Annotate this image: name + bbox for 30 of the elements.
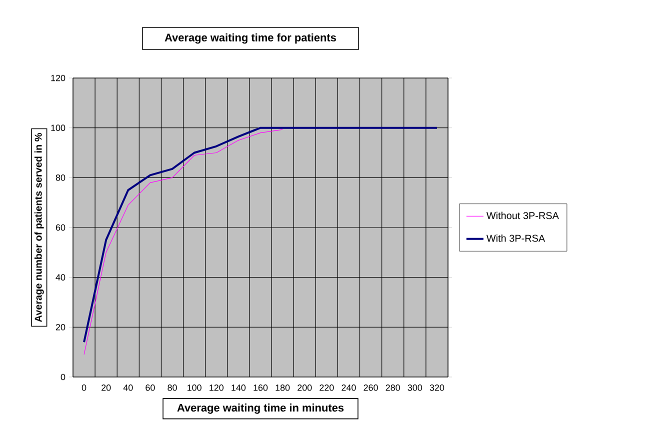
line-series <box>84 129 283 355</box>
y-tick-label: 60 <box>56 224 66 231</box>
y-axis-title: Average number of patients served in % <box>34 133 44 322</box>
legend-label: Without 3P-RSA <box>486 212 559 220</box>
chart-title: Average waiting time for patients <box>164 33 336 44</box>
y-tick-label: 40 <box>56 274 66 281</box>
x-tick-label: 240 <box>342 384 356 391</box>
x-tick-label: 220 <box>320 384 334 391</box>
x-tick-label: 320 <box>430 384 444 391</box>
y-tick-label: 0 <box>60 374 66 380</box>
x-tick-label: 80 <box>168 384 177 391</box>
x-tick-label: 160 <box>254 384 268 391</box>
x-tick-label: 100 <box>188 384 202 391</box>
x-tick-label: 200 <box>298 384 312 391</box>
x-tick-label: 300 <box>408 384 422 391</box>
y-tick-label: 20 <box>56 324 66 330</box>
y-tick-label: 100 <box>51 124 66 132</box>
x-tick-label: 20 <box>102 384 111 391</box>
x-tick-label: 180 <box>276 384 290 391</box>
x-tick-label: 40 <box>123 384 133 391</box>
x-tick-label: 140 <box>232 384 246 391</box>
x-tick-label: 60 <box>146 384 155 391</box>
x-tick-label: 280 <box>386 384 400 391</box>
x-tick-label: 0 <box>82 384 86 391</box>
legend-label: With 3P-RSA <box>486 234 546 242</box>
y-tick-label: 80 <box>56 174 66 181</box>
x-tick-label: 260 <box>364 384 378 391</box>
x-axis-title: Average waiting time in minutes <box>177 404 344 414</box>
y-tick-label: 120 <box>51 74 66 82</box>
x-tick-label: 120 <box>210 384 224 391</box>
